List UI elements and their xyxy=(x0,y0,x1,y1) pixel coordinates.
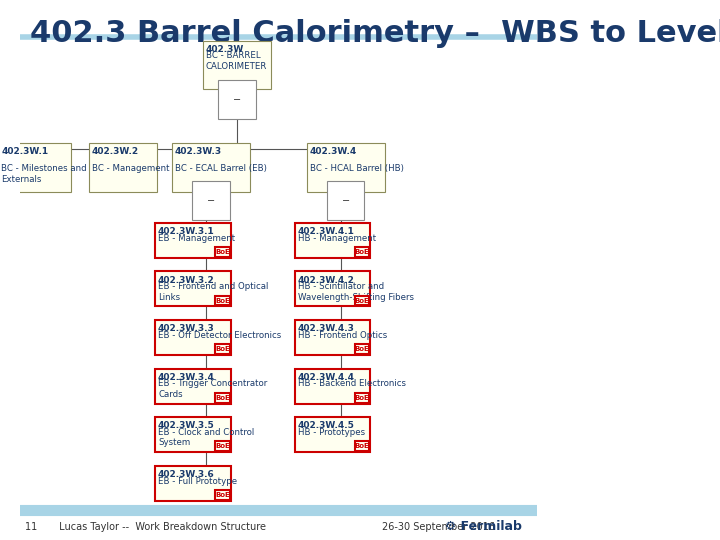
Text: BC - ECAL Barrel (EB): BC - ECAL Barrel (EB) xyxy=(175,154,266,173)
FancyBboxPatch shape xyxy=(355,393,369,403)
Text: BoE: BoE xyxy=(215,298,230,303)
Text: BC - Milestones and
Externals: BC - Milestones and Externals xyxy=(1,154,87,184)
Text: 402.3W.1: 402.3W.1 xyxy=(1,147,48,157)
Text: 402.3W.4.1: 402.3W.4.1 xyxy=(298,227,355,236)
FancyBboxPatch shape xyxy=(307,143,384,192)
Text: 402.3W.3.2: 402.3W.3.2 xyxy=(158,275,215,285)
Text: 402.3W.3.3: 402.3W.3.3 xyxy=(158,324,215,333)
Text: HB - Frontend Optics: HB - Frontend Optics xyxy=(298,330,387,340)
Text: BoE: BoE xyxy=(355,298,369,303)
Text: EB - Trigger Concentrator
Cards: EB - Trigger Concentrator Cards xyxy=(158,379,267,399)
Text: HB - Scintillator and
Wavelength-Shifting Fibers: HB - Scintillator and Wavelength-Shiftin… xyxy=(298,282,414,301)
Text: −: − xyxy=(207,196,215,206)
Text: 402.3W.4.5: 402.3W.4.5 xyxy=(298,421,355,430)
Text: 402.3W.4: 402.3W.4 xyxy=(310,147,356,157)
FancyBboxPatch shape xyxy=(89,143,157,192)
Text: EB - Management: EB - Management xyxy=(158,233,235,242)
Text: 402.3W: 402.3W xyxy=(206,45,244,54)
FancyBboxPatch shape xyxy=(156,417,230,453)
Text: BoE: BoE xyxy=(355,249,369,255)
FancyBboxPatch shape xyxy=(156,369,230,404)
Text: EB - Clock and Control
System: EB - Clock and Control System xyxy=(158,428,254,447)
FancyBboxPatch shape xyxy=(355,247,369,256)
Text: BoE: BoE xyxy=(355,346,369,352)
FancyBboxPatch shape xyxy=(295,271,370,306)
FancyBboxPatch shape xyxy=(295,222,370,258)
Text: 26-30 September 2016: 26-30 September 2016 xyxy=(382,522,495,531)
Text: ⚙ Fermilab: ⚙ Fermilab xyxy=(445,520,522,533)
Text: 402.3W.3.6: 402.3W.3.6 xyxy=(158,470,215,479)
Text: 402.3 Barrel Calorimetry –  WBS to Level 4: 402.3 Barrel Calorimetry – WBS to Level … xyxy=(30,19,720,48)
Text: HB - Management: HB - Management xyxy=(298,233,376,242)
FancyBboxPatch shape xyxy=(156,320,230,355)
Text: 402.3W.4.3: 402.3W.4.3 xyxy=(298,324,355,333)
Text: HB - Prototypes: HB - Prototypes xyxy=(298,428,365,437)
Text: 402.3W.2: 402.3W.2 xyxy=(92,147,139,157)
Text: 402.3W.4.2: 402.3W.4.2 xyxy=(298,275,355,285)
Text: BoE: BoE xyxy=(215,346,230,352)
Text: BoE: BoE xyxy=(215,249,230,255)
Text: BoE: BoE xyxy=(355,443,369,449)
FancyBboxPatch shape xyxy=(355,345,369,354)
Text: −: − xyxy=(342,196,350,206)
Text: −: − xyxy=(233,95,241,105)
FancyBboxPatch shape xyxy=(215,393,230,403)
Text: 402.3W.3: 402.3W.3 xyxy=(175,147,222,157)
Text: BoE: BoE xyxy=(215,443,230,449)
FancyBboxPatch shape xyxy=(156,271,230,306)
Text: EB - Full Prototype: EB - Full Prototype xyxy=(158,476,237,485)
Text: BoE: BoE xyxy=(355,395,369,401)
Text: EB - Frontend and Optical
Links: EB - Frontend and Optical Links xyxy=(158,282,269,301)
Text: HB - Backend Electronics: HB - Backend Electronics xyxy=(298,379,406,388)
FancyBboxPatch shape xyxy=(215,345,230,354)
FancyBboxPatch shape xyxy=(215,247,230,256)
Text: EB - Off Detector Electronics: EB - Off Detector Electronics xyxy=(158,330,282,340)
Text: BC - HCAL Barrel (HB): BC - HCAL Barrel (HB) xyxy=(310,154,403,173)
FancyBboxPatch shape xyxy=(0,143,71,192)
Text: 402.3W.3.4: 402.3W.3.4 xyxy=(158,373,215,382)
Text: 402.3W.4.4: 402.3W.4.4 xyxy=(298,373,355,382)
Text: BoE: BoE xyxy=(215,395,230,401)
Text: 11       Lucas Taylor --  Work Breakdown Structure: 11 Lucas Taylor -- Work Breakdown Struct… xyxy=(24,522,266,531)
FancyBboxPatch shape xyxy=(203,40,271,89)
FancyBboxPatch shape xyxy=(355,442,369,451)
FancyBboxPatch shape xyxy=(172,143,250,192)
FancyBboxPatch shape xyxy=(215,442,230,451)
Text: 402.3W.3.1: 402.3W.3.1 xyxy=(158,227,215,236)
Text: BC - Management: BC - Management xyxy=(92,154,169,173)
Text: BC - BARREL
CALORIMETER: BC - BARREL CALORIMETER xyxy=(206,51,267,71)
FancyBboxPatch shape xyxy=(215,490,230,500)
Text: 402.3W.3.5: 402.3W.3.5 xyxy=(158,421,215,430)
FancyBboxPatch shape xyxy=(215,296,230,306)
FancyBboxPatch shape xyxy=(295,320,370,355)
FancyBboxPatch shape xyxy=(295,369,370,404)
Text: BoE: BoE xyxy=(215,492,230,498)
FancyBboxPatch shape xyxy=(295,417,370,453)
FancyBboxPatch shape xyxy=(156,222,230,258)
FancyBboxPatch shape xyxy=(355,296,369,306)
FancyBboxPatch shape xyxy=(156,465,230,501)
